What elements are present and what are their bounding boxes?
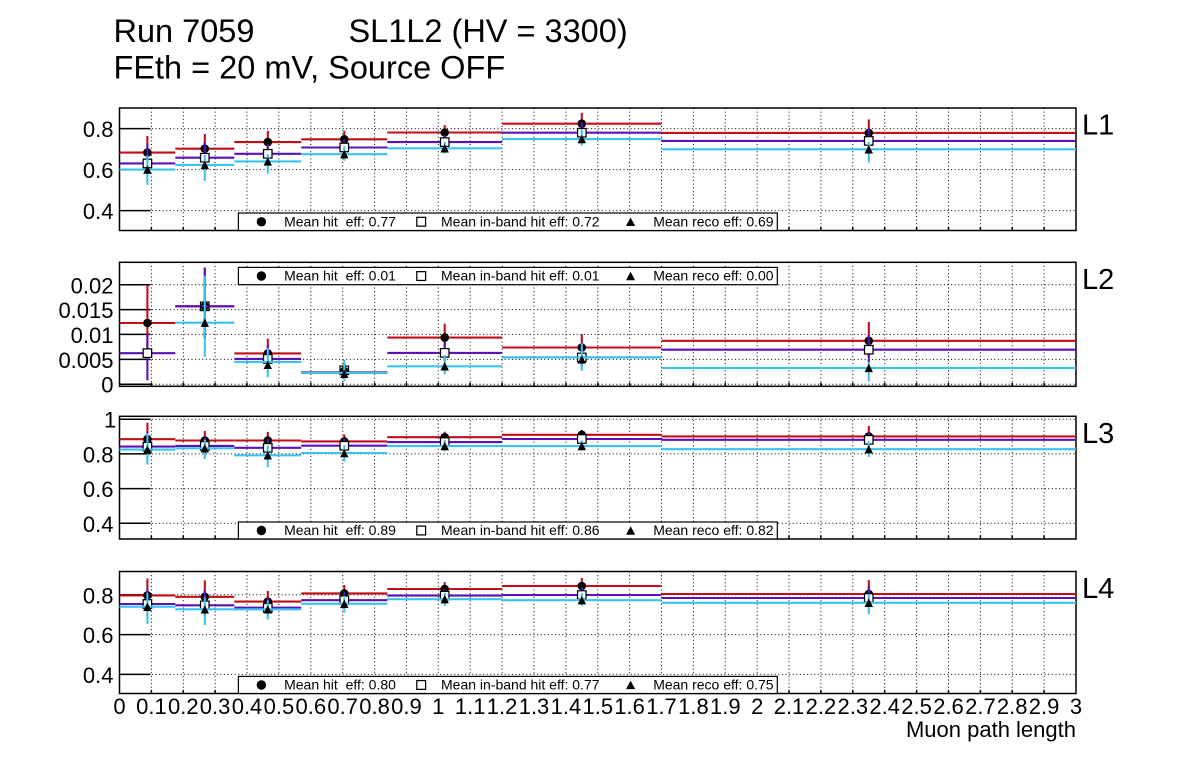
svg-text:0: 0 [113, 694, 125, 719]
svg-text:Mean in-band hit eff: 0.77: Mean in-band hit eff: 0.77 [441, 677, 600, 693]
svg-text:2.3: 2.3 [838, 694, 869, 719]
svg-text:1.4: 1.4 [551, 694, 582, 719]
svg-text:1: 1 [104, 408, 116, 433]
svg-text:2: 2 [751, 694, 763, 719]
svg-text:0.9: 0.9 [391, 694, 422, 719]
svg-text:0.5: 0.5 [264, 694, 295, 719]
svg-text:0.7: 0.7 [327, 694, 358, 719]
svg-text:0: 0 [101, 373, 113, 398]
svg-text:Mean hit eff: 0.80: Mean hit eff: 0.80 [284, 677, 396, 693]
svg-text:0.4: 0.4 [232, 694, 263, 719]
svg-text:L3: L3 [1082, 418, 1114, 450]
svg-text:0.02: 0.02 [71, 273, 114, 298]
svg-text:Mean in-band hit eff: 0.86: Mean in-band hit eff: 0.86 [441, 522, 600, 538]
svg-text:1.6: 1.6 [614, 694, 645, 719]
svg-text:1.7: 1.7 [646, 694, 677, 719]
svg-text:Mean reco eff: 0.69: Mean reco eff: 0.69 [653, 213, 774, 229]
svg-text:L4: L4 [1082, 573, 1114, 605]
svg-text:0.6: 0.6 [83, 158, 114, 183]
svg-text:0.4: 0.4 [83, 199, 114, 224]
svg-text:0.8: 0.8 [83, 117, 114, 142]
svg-text:0.8: 0.8 [359, 694, 390, 719]
svg-text:Mean reco eff: 0.82: Mean reco eff: 0.82 [653, 522, 774, 538]
svg-text:1.3: 1.3 [519, 694, 550, 719]
svg-text:Mean reco eff: 0.75: Mean reco eff: 0.75 [653, 677, 774, 693]
svg-text:1: 1 [432, 694, 444, 719]
svg-text:2.8: 2.8 [997, 694, 1028, 719]
svg-text:0.015: 0.015 [58, 298, 113, 323]
svg-text:2.1: 2.1 [774, 694, 805, 719]
svg-text:0.6: 0.6 [296, 694, 327, 719]
svg-text:2.2: 2.2 [806, 694, 837, 719]
svg-text:0.01: 0.01 [71, 323, 114, 348]
svg-text:3: 3 [1070, 694, 1082, 719]
svg-text:0.1: 0.1 [136, 694, 167, 719]
svg-text:Mean hit eff: 0.77: Mean hit eff: 0.77 [284, 213, 396, 229]
svg-text:Mean in-band hit eff: 0.01: Mean in-band hit eff: 0.01 [441, 268, 600, 284]
svg-text:Mean hit eff: 0.89: Mean hit eff: 0.89 [284, 522, 396, 538]
svg-text:Mean hit eff: 0.01: Mean hit eff: 0.01 [284, 268, 396, 284]
svg-text:0.8: 0.8 [83, 442, 114, 467]
svg-text:Muon path length: Muon path length [906, 717, 1076, 742]
svg-text:Mean in-band hit eff: 0.72: Mean in-band hit eff: 0.72 [441, 213, 600, 229]
svg-text:Mean reco eff: 0.00: Mean reco eff: 0.00 [653, 268, 774, 284]
svg-text:2.9: 2.9 [1029, 694, 1060, 719]
svg-text:0.3: 0.3 [200, 694, 231, 719]
svg-text:1.2: 1.2 [487, 694, 518, 719]
svg-text:0.4: 0.4 [83, 512, 114, 537]
svg-text:FEth = 20 mV, Source OFF: FEth = 20 mV, Source OFF [114, 49, 506, 85]
svg-text:1.5: 1.5 [583, 694, 614, 719]
svg-text:1.9: 1.9 [710, 694, 741, 719]
svg-text:0.6: 0.6 [83, 623, 114, 648]
svg-text:1.1: 1.1 [455, 694, 486, 719]
svg-text:0.2: 0.2 [168, 694, 199, 719]
svg-text:L2: L2 [1082, 264, 1114, 296]
svg-text:0.6: 0.6 [83, 477, 114, 502]
svg-text:0.005: 0.005 [58, 348, 113, 373]
svg-text:0.4: 0.4 [83, 663, 114, 688]
svg-text:2.5: 2.5 [901, 694, 932, 719]
svg-text:L1: L1 [1082, 110, 1114, 142]
svg-text:2.6: 2.6 [933, 694, 964, 719]
svg-text:Run 7059: Run 7059 [114, 13, 255, 49]
svg-text:2.4: 2.4 [869, 694, 900, 719]
svg-text:SL1L2 (HV = 3300): SL1L2 (HV = 3300) [349, 13, 628, 49]
svg-text:0.8: 0.8 [83, 583, 114, 608]
svg-text:1.8: 1.8 [678, 694, 709, 719]
svg-text:2.7: 2.7 [965, 694, 996, 719]
